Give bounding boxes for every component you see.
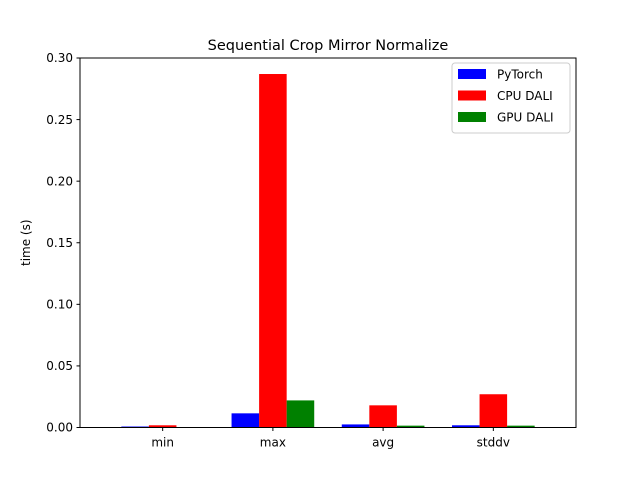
x-tick-label-max: max <box>260 436 286 450</box>
bar-gpu-dali-avg <box>396 425 425 428</box>
bar-gpu-dali-max <box>286 400 315 428</box>
chart-title: Sequential Crop Mirror Normalize <box>208 38 449 54</box>
legend-swatch-pytorch <box>458 69 486 79</box>
y-tick-label: 0.15 <box>46 236 73 250</box>
legend-label-pytorch: PyTorch <box>497 68 543 82</box>
bar-cpu-dali-avg <box>369 405 397 428</box>
y-tick-label: 0.30 <box>46 51 73 65</box>
legend-label-gpu-dali: GPU DALI <box>497 111 554 125</box>
y-tick-label: 0.05 <box>46 359 73 373</box>
bar-pytorch-avg <box>341 424 370 428</box>
legend-swatch-cpu-dali <box>458 90 486 101</box>
y-axis: 0.00 0.05 0.10 0.15 0.20 0.25 0.30 <box>46 51 80 435</box>
bars-group <box>121 74 535 428</box>
x-tick-label-avg: avg <box>372 436 394 450</box>
y-tick-label: 0.00 <box>46 421 73 435</box>
x-tick-label-min: min <box>151 436 174 450</box>
x-tick-label-stddv: stddv <box>477 436 510 450</box>
legend: PyTorch CPU DALI GPU DALI <box>451 62 571 134</box>
y-tick-label: 0.25 <box>46 113 73 127</box>
bar-gpu-dali-stddv <box>507 425 535 428</box>
bar-cpu-dali-min <box>148 425 177 428</box>
y-tick-label: 0.20 <box>46 174 73 188</box>
bar-pytorch-max <box>231 413 260 428</box>
legend-label-cpu-dali: CPU DALI <box>497 89 553 103</box>
y-tick-label: 0.10 <box>46 298 73 312</box>
legend-swatch-gpu-dali <box>458 112 486 122</box>
bar-pytorch-stddv <box>452 425 480 428</box>
x-axis: min max avg stddv <box>151 427 510 450</box>
y-axis-label: time (s) <box>19 219 33 266</box>
bar-cpu-dali-max <box>259 74 287 428</box>
bar-cpu-dali-stddv <box>479 394 508 428</box>
